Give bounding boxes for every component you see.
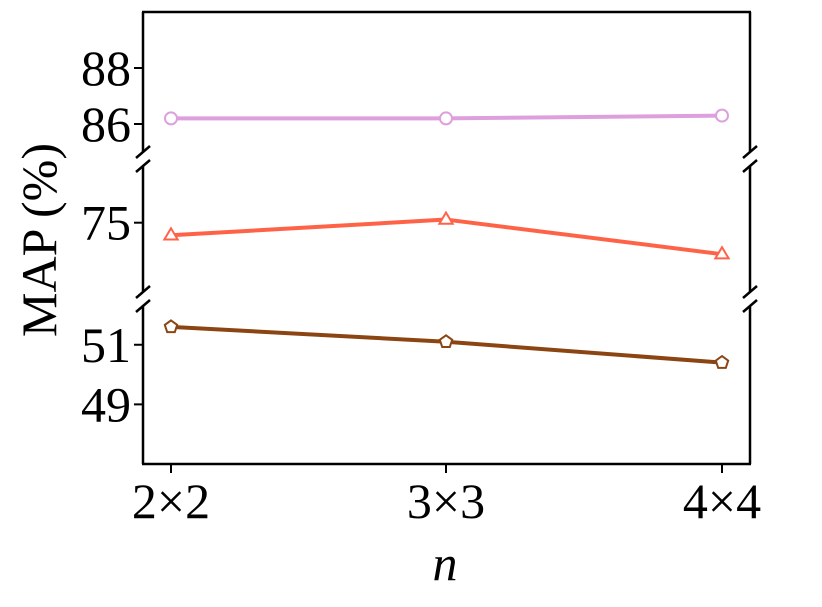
break-mark-right [742,299,758,313]
x-tick-label: 4×4 [683,473,761,529]
series-3 [163,319,730,369]
break-mark-left [135,145,151,159]
y-tick-label: 49 [81,376,131,432]
data-point [715,108,729,123]
data-point [438,334,454,348]
break-mark-right [742,159,758,173]
break-mark-right [742,145,758,159]
y-axis-title: MAP (%) [11,143,67,337]
data-point [713,245,731,260]
y-tick-label: 51 [81,317,131,373]
x-axis-title: n [433,535,458,591]
axis-panel-2: 75 [81,166,752,292]
series-2 [162,210,731,260]
break-mark-left [135,299,151,313]
data-point [163,319,179,334]
x-tick-label: 2×2 [132,473,210,529]
y-tick-label: 75 [81,195,131,251]
data-point [714,354,730,369]
break-mark-right [742,285,758,299]
series-1 [164,108,729,126]
x-tick-label: 3×3 [407,473,485,529]
data-point [162,226,180,241]
data-point [164,111,178,126]
y-tick-label: 88 [81,40,131,96]
data-point [439,111,453,126]
break-mark-left [135,159,151,173]
data-point [437,210,455,225]
y-tick-label: 86 [81,96,131,152]
break-mark-left [135,285,151,299]
